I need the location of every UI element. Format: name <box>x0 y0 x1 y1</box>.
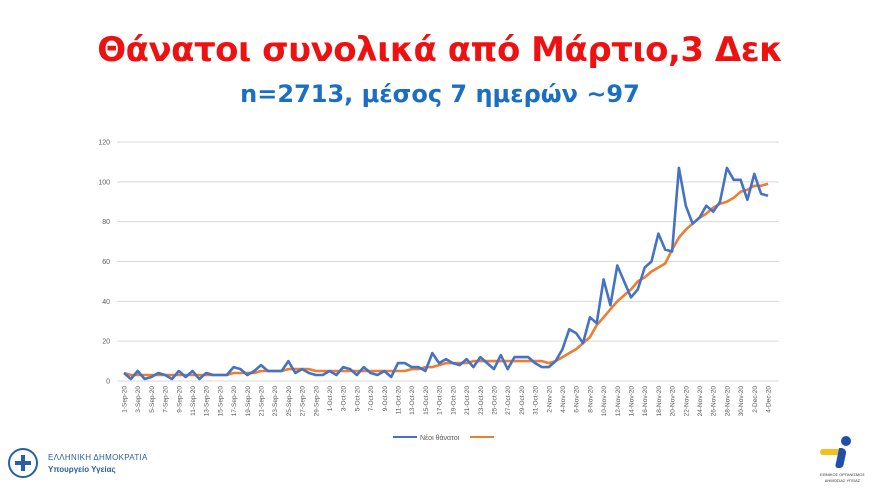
x-tick-label: 8-Nov-20 <box>587 386 594 413</box>
x-tick-label: 11-Oct-20 <box>396 386 403 415</box>
eody-logo-text: ΕΘΝΙΚΟΣ ΟΡΓΑΝΙΣΜΟΣ ΔΗΜΟΣΙΑΣ ΥΓΕΙΑΣ <box>820 472 865 483</box>
x-tick-label: 21-Sep-20 <box>259 386 266 417</box>
x-tick-label: 1-Sep-20 <box>122 386 129 413</box>
x-tick-label: 16-Nov-20 <box>642 386 649 417</box>
eody-logo-dot-icon <box>841 436 851 446</box>
x-tick-label: 13-Oct-20 <box>409 386 416 415</box>
x-tick-label: 15-Sep-20 <box>217 386 224 417</box>
x-tick-label: 21-Oct-20 <box>464 386 471 415</box>
x-tick-label: 11-Sep-20 <box>190 386 197 416</box>
gridlines <box>117 141 779 382</box>
x-tick-label: 29-Oct-20 <box>519 386 526 415</box>
y-tick-label: 40 <box>102 299 110 306</box>
x-tick-label: 19-Sep-20 <box>245 386 252 417</box>
chart-subtitle: n=2713, μέσος 7 ημερών ~97 <box>240 80 640 108</box>
y-tick-label: 60 <box>102 259 110 266</box>
x-tick-label: 30-Nov-20 <box>738 386 745 417</box>
eody-logo-bar-icon <box>820 449 846 455</box>
x-tick-label: 25-Oct-20 <box>491 386 498 415</box>
x-axis-ticks: 1-Sep-20 3-Sep-20 5-Sep-20 7-Sep-20 9-Sep-20… <box>122 386 773 417</box>
x-tick-label: 23-Sep-20 <box>272 386 279 417</box>
x-tick-label: 3-Oct-20 <box>341 386 348 412</box>
x-tick-label: 10-Nov-20 <box>601 386 608 417</box>
x-tick-label: 22-Nov-20 <box>683 386 690 417</box>
x-tick-label: 19-Oct-20 <box>450 386 457 415</box>
x-tick-label: 29-Sep-20 <box>313 386 320 417</box>
x-tick-label: 24-Nov-20 <box>697 386 704 417</box>
x-tick-label: 17-Sep-20 <box>231 386 238 417</box>
x-tick-label: 20-Nov-20 <box>670 386 677 417</box>
greek-emblem-icon <box>8 448 38 478</box>
x-tick-label: 9-Oct-20 <box>382 386 389 412</box>
y-tick-label: 100 <box>98 179 110 186</box>
x-tick-label: 14-Nov-20 <box>628 386 635 417</box>
y-tick-label: 0 <box>106 379 110 386</box>
eody-logo: ΕΘΝΙΚΟΣ ΟΡΓΑΝΙΣΜΟΣ ΔΗΜΟΣΙΑΣ ΥΓΕΙΑΣ <box>815 436 870 492</box>
x-tick-label: 1-Oct-20 <box>327 386 334 412</box>
logo-text-ministry: Υπουργείο Υγείας <box>48 465 116 474</box>
x-tick-label: 26-Nov-20 <box>711 386 718 417</box>
x-tick-label: 7-Oct-20 <box>368 386 375 412</box>
x-tick-label: 7-Sep-20 <box>163 386 170 413</box>
y-tick-label: 20 <box>102 339 110 346</box>
x-tick-label: 27-Sep-20 <box>300 386 307 417</box>
series-line-new-deaths <box>123 166 769 381</box>
x-tick-label: 2-Nov-20 <box>546 386 553 413</box>
x-tick-label: 5-Sep-20 <box>149 386 156 413</box>
x-tick-label: 17-Oct-20 <box>437 386 444 415</box>
x-tick-label: 27-Oct-20 <box>505 386 512 415</box>
x-tick-label: 9-Sep-20 <box>176 386 183 413</box>
x-tick-label: 23-Oct-20 <box>478 386 485 415</box>
x-tick-label: 18-Nov-20 <box>656 386 663 417</box>
x-tick-label: 3-Sep-20 <box>135 386 142 413</box>
x-tick-label: 15-Oct-20 <box>423 386 430 415</box>
y-axis-ticks: 0 20 40 60 80 100 120 <box>98 140 110 386</box>
logo-text-republic: ΕΛΛΗΝΙΚΗ ΔΗΜΟΚΡΑΤΙΑ <box>48 453 148 462</box>
y-tick-label: 80 <box>102 219 110 226</box>
x-tick-label: 4-Dec-20 <box>766 386 773 413</box>
x-tick-label: 2-Dec-20 <box>752 386 759 413</box>
chart-title: Θάνατοι συνολικά από Μάρτιο,3 Δεκ <box>97 30 783 70</box>
greek-ministry-of-health-logo: ΕΛΛΗΝΙΚΗ ΔΗΜΟΚΡΑΤΙΑ Υπουργείο Υγείας <box>8 448 178 484</box>
x-tick-label: 13-Sep-20 <box>204 386 211 417</box>
x-tick-label: 25-Sep-20 <box>286 386 293 417</box>
x-tick-label: 4-Nov-20 <box>560 386 567 413</box>
x-tick-label: 12-Nov-20 <box>615 386 622 417</box>
y-tick-label: 120 <box>98 140 110 147</box>
legend: Νέοι θάνατοι <box>393 434 494 442</box>
x-tick-label: 31-Oct-20 <box>533 386 540 415</box>
x-tick-label: 6-Nov-20 <box>574 386 581 413</box>
x-tick-label: 5-Oct-20 <box>354 386 361 412</box>
legend-label-new-deaths: Νέοι θάνατοι <box>420 434 460 442</box>
x-tick-label: 28-Nov-20 <box>724 386 731 417</box>
series-line-7day-average <box>123 182 769 377</box>
